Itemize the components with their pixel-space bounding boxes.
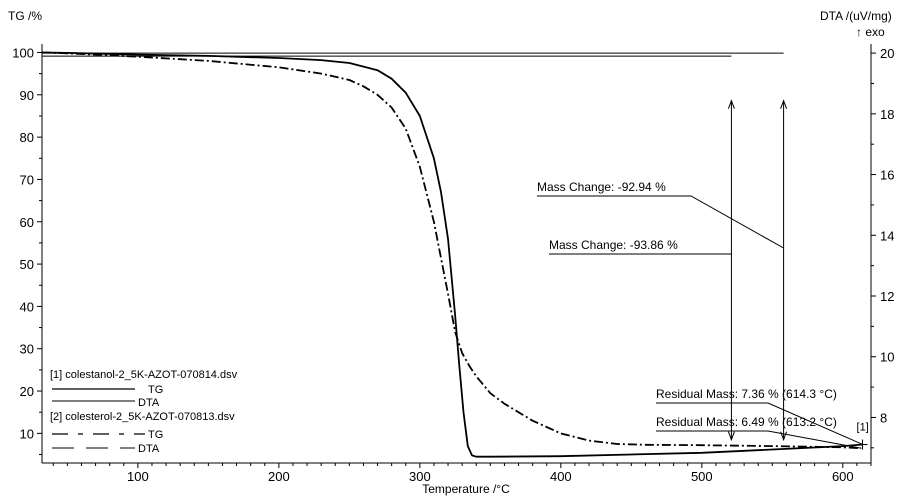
residual-mass-label-1: Residual Mass: 7.36 % (614.3 °C) <box>656 387 837 401</box>
legend-entry-tg-2: TG <box>148 429 163 441</box>
x-tick-label: 200 <box>268 469 290 484</box>
y-right-tick-label: 10 <box>880 350 894 365</box>
residual-mass-leader-2 <box>656 430 862 449</box>
x-axis-title: Temperature /°C <box>422 482 510 496</box>
annotations: Mass Change: -92.94 % Mass Change: -93.86… <box>537 99 869 450</box>
y-left-tick-label: 60 <box>20 215 34 230</box>
x-tick-label: 100 <box>127 469 149 484</box>
end-marker-label: [1] <box>857 422 869 434</box>
y-right-tick-label: 16 <box>880 168 894 183</box>
x-tick-label: 300 <box>409 469 431 484</box>
y-left-tick-label: 50 <box>20 257 34 272</box>
y-right-tick-label: 20 <box>880 46 894 61</box>
y-left-tick-label: 100 <box>12 45 34 60</box>
y-left-tick-label: 80 <box>20 130 34 145</box>
data-series <box>41 51 863 458</box>
y-right-tick-label: 8 <box>880 410 887 425</box>
arrowhead-up <box>780 99 788 109</box>
legend-entry-dta-1: DTA <box>138 397 160 409</box>
arrowhead-up <box>727 99 735 109</box>
y-left-tick-label: 20 <box>20 384 34 399</box>
y-axis-right-subtitle: ↑ exo <box>856 25 885 39</box>
legend-header-2: [2] colesterol-2_5K-AZOT-070813.dsv <box>50 411 235 423</box>
y-axis-right-title: DTA /(uV/mg) <box>820 9 892 23</box>
y-left-tick-label: 70 <box>20 172 34 187</box>
y-left-tick-label: 10 <box>20 426 34 441</box>
y-right-tick-label: 14 <box>880 228 894 243</box>
legend-entry-tg-1: TG <box>148 384 163 396</box>
mass-change-leader-1 <box>537 195 784 249</box>
x-tick-label: 400 <box>550 469 572 484</box>
mass-change-label-2: Mass Change: -93.86 % <box>549 238 678 252</box>
residual-mass-leader-1 <box>656 402 864 446</box>
y-left-tick-label: 90 <box>20 88 34 103</box>
legend-entry-dta-2: DTA <box>138 443 160 455</box>
legend-header-1: [1] colestanol-2_5K-AZOT-070814.dsv <box>50 369 238 381</box>
y-right-tick-label: 12 <box>880 289 894 304</box>
y-axis-left-title: TG /% <box>8 9 42 23</box>
x-tick-label: 600 <box>832 469 854 484</box>
residual-mass-label-2: Residual Mass: 6.49 % (613.2 °C) <box>656 415 837 429</box>
mass-change-label-1: Mass Change: -92.94 % <box>537 180 666 194</box>
legend: [1] colestanol-2_5K-AZOT-070814.dsvTGDTA… <box>50 369 238 455</box>
y-left-tick-label: 40 <box>20 299 34 314</box>
series-line-tg-1 <box>41 51 863 458</box>
y-right-tick-label: 18 <box>880 107 894 122</box>
axes: 100 200 300 400 500 600 10 20 30 40 50 60 70 80 90 100 8… <box>12 44 894 484</box>
x-tick-label: 500 <box>691 469 713 484</box>
y-left-tick-label: 30 <box>20 342 34 357</box>
arrowhead-down <box>727 431 735 442</box>
